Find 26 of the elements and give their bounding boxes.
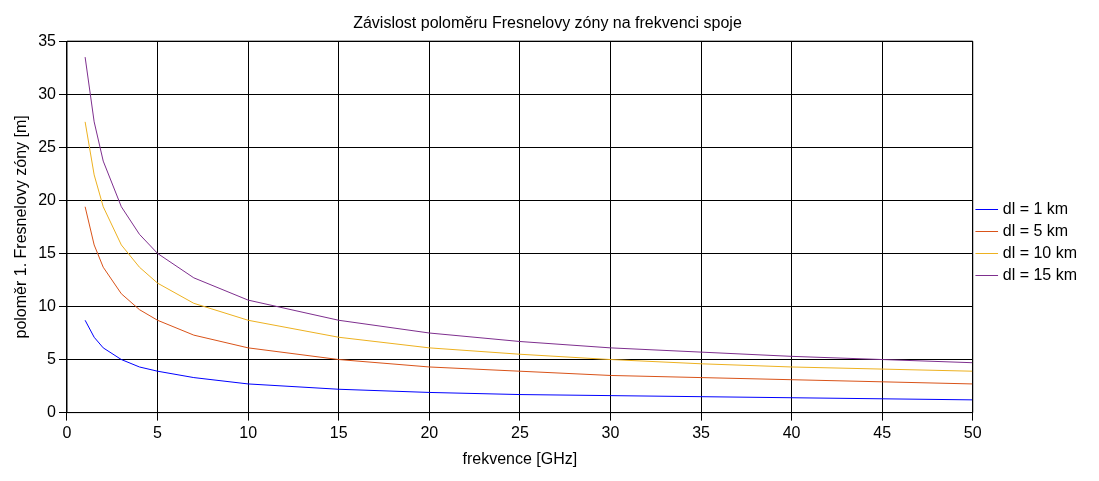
y-tick-label: 5: [47, 349, 57, 367]
y-tick-label: 0: [47, 403, 57, 421]
x-tick-label: 20: [420, 423, 439, 441]
x-tick-label: 5: [153, 423, 163, 441]
x-tick-label: 15: [329, 423, 348, 441]
y-tick-label: 35: [38, 31, 57, 49]
y-axis-title: poloměr 1. Fresnelovy zóny [m]: [12, 115, 30, 339]
x-axis-title: frekvence [GHz]: [462, 449, 578, 467]
legend-label: dl = 10 km: [1002, 243, 1078, 261]
x-tick-label: 0: [62, 423, 72, 441]
legend-label: dl = 15 km: [1002, 265, 1078, 283]
chart-title: Závislost poloměru Fresnelovy zóny na frekvenci spoje: [353, 14, 742, 32]
x-tick-label: 35: [692, 423, 711, 441]
legend-label: dl = 5 km: [1002, 221, 1069, 239]
y-tick-label: 10: [38, 296, 57, 314]
x-tick-label: 40: [782, 423, 801, 441]
x-tick-label: 45: [873, 423, 892, 441]
legend-label: dl = 1 km: [1002, 199, 1069, 217]
y-tick-label: 30: [38, 84, 57, 102]
x-tick-label: 10: [239, 423, 258, 441]
y-tick-label: 15: [38, 243, 57, 261]
y-tick-label: 25: [38, 137, 57, 155]
y-tick-label: 20: [38, 190, 57, 208]
x-tick-label: 50: [963, 423, 982, 441]
x-tick-label: 25: [510, 423, 529, 441]
x-tick-label: 30: [601, 423, 620, 441]
